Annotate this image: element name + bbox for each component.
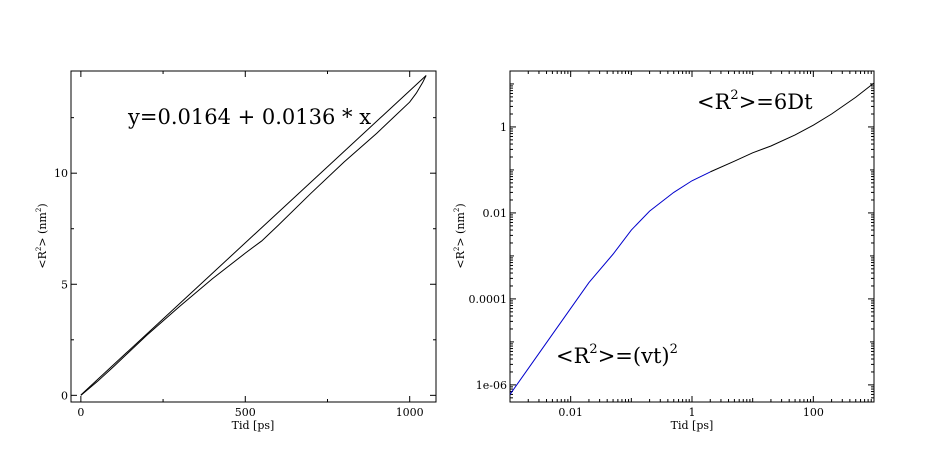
series-line-1 xyxy=(710,82,875,173)
annot-exp2: 2 xyxy=(670,342,678,357)
annot-main: <R xyxy=(697,90,732,114)
x-tick-label: 1000 xyxy=(396,406,424,419)
y-tick-label: 1 xyxy=(500,121,507,134)
linear-msd-plot: 0 500 1000 0 5 10 y=0.0164 + 0.0136 * x Tid [… xyxy=(35,70,437,432)
data-series xyxy=(509,82,875,395)
annot-exp: 2 xyxy=(589,342,597,357)
y-axis-label-exp2: 2 xyxy=(453,208,461,212)
y-axis-label-main: <R xyxy=(454,250,467,268)
y-axis-label-end: ) xyxy=(454,203,467,207)
axis-ticks: 0 500 1000 0 5 10 xyxy=(54,71,436,419)
y-tick-label: 0 xyxy=(61,389,68,402)
y-axis-label-exp2: 2 xyxy=(35,208,43,212)
y-axis-label-mid: > (nm xyxy=(36,212,49,247)
x-axis-label: Tid [ps] xyxy=(671,419,714,432)
diffusive-regime-annotation: <R2>=6Dt xyxy=(697,88,813,114)
x-tick-label: 1 xyxy=(689,406,696,419)
series-line-0 xyxy=(80,75,427,396)
annot-exp: 2 xyxy=(730,88,738,103)
fit-equation-annotation: y=0.0164 + 0.0136 * x xyxy=(127,105,371,129)
y-axis-label: <R2> (nm2) xyxy=(35,203,49,268)
y-tick-label: 0.0001 xyxy=(469,293,508,306)
y-axis-label-exp: 2 xyxy=(453,247,461,251)
annot-rest: >=6Dt xyxy=(739,90,813,114)
x-tick-label: 100 xyxy=(803,406,824,419)
data-series xyxy=(80,75,427,396)
y-axis-label: <R2> (nm2) xyxy=(453,203,467,268)
series-line-1 xyxy=(80,75,427,396)
y-tick-label: 0.01 xyxy=(483,207,508,220)
y-axis-label-main: <R xyxy=(36,250,49,268)
y-tick-label: 10 xyxy=(54,167,68,180)
axis-ticks: 0.01 1 100 1e-06 0.0001 0.01 1 xyxy=(469,70,875,419)
annot-main: <R xyxy=(556,344,591,368)
ballistic-regime-annotation: <R2>=(vt)2 xyxy=(556,342,678,368)
annot-rest: >=(vt) xyxy=(598,344,670,368)
x-tick-label: 500 xyxy=(235,406,256,419)
x-tick-label: 0.01 xyxy=(558,406,583,419)
y-axis-label-exp: 2 xyxy=(35,247,43,251)
series-line-0 xyxy=(509,171,711,395)
y-tick-label: 5 xyxy=(61,278,68,291)
x-axis-label: Tid [ps] xyxy=(232,419,275,432)
plot-frame xyxy=(70,70,437,403)
y-axis-label-mid: > (nm xyxy=(454,212,467,247)
y-axis-label-end: ) xyxy=(36,203,49,207)
y-tick-label: 1e-06 xyxy=(476,379,507,392)
x-tick-label: 0 xyxy=(77,406,84,419)
